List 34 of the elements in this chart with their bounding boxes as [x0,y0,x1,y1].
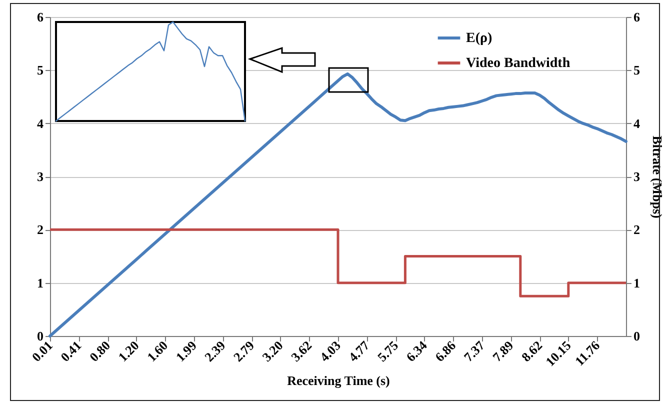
x-tick-label: 6.86 [432,337,460,365]
y-tick-label: 2 [37,222,44,238]
y2-tick-label: 4 [634,116,640,131]
x-tick-label: 3.62 [288,338,315,365]
x-tick-label: 4.77 [346,337,373,365]
y2-tick-label: 0 [634,328,640,344]
y-tick-label: 5 [37,62,44,78]
x-tick-label: 0.41 [58,338,84,365]
y-tick-label: 3 [37,169,44,184]
x-tick-label: 0.80 [86,338,114,365]
x-tick-label: 7.37 [460,337,488,365]
y2-tick-label: 5 [634,62,640,78]
y2-tick-label: 3 [634,169,640,184]
y-tick-label: 4 [37,116,44,131]
x-tick-label: 1.60 [144,338,171,365]
y-tick-label: 6 [37,10,44,24]
x-tick-label: 7.89 [490,337,517,365]
x-tick-label: 3.20 [259,338,286,365]
x-tick-label: 2.79 [230,337,258,365]
y2-tick-label: 2 [634,222,640,238]
x-tick-label: 1.99 [172,337,200,365]
x-tick-label: 2.39 [202,337,229,365]
legend-label: Video Bandwidth [466,56,570,71]
x-tick-label: 8.62 [518,338,546,365]
y2-tick-label: 6 [634,10,640,24]
x-axis-title: Receiving Time (s) [287,373,390,388]
y-tick-label: 0 [37,328,44,344]
x-tick-label: 1.20 [115,338,142,365]
x-tick-label: 5.75 [374,337,402,365]
y2-tick-label: 1 [634,275,640,290]
y-tick-label: 1 [37,275,44,290]
legend-label: E(ρ) [466,31,492,46]
x-tick-label: 6.34 [403,337,430,365]
x-tick-label: 4.03 [316,337,344,365]
